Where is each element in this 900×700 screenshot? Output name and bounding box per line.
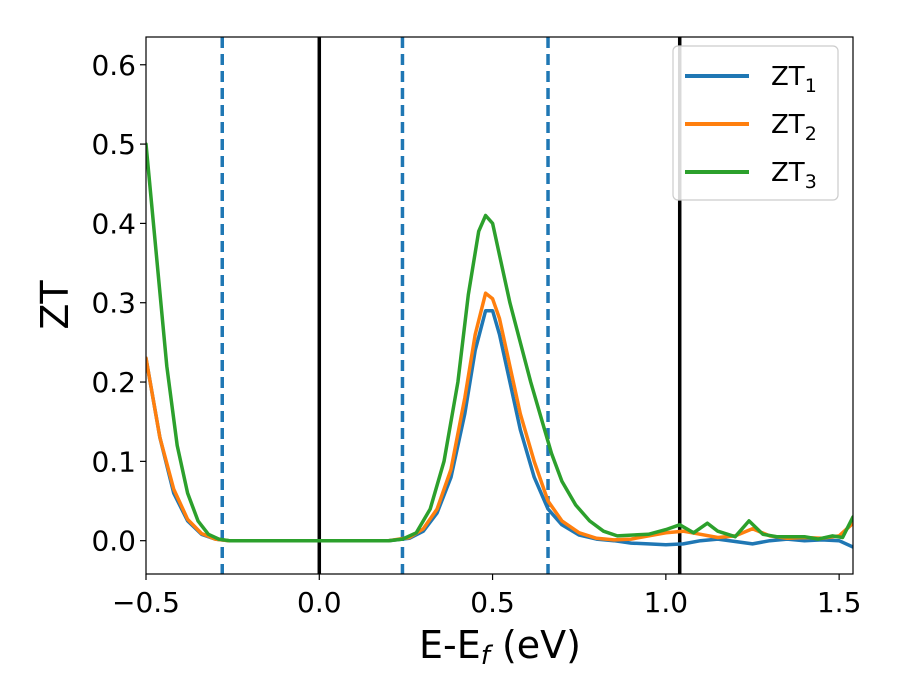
y-tick-label: 0.5 [91,128,136,161]
y-tick-label: 0.3 [91,287,136,320]
x-tick-label: 1.0 [644,586,689,619]
y-tick-label: 0.4 [91,207,136,240]
y-tick-label: 0.6 [91,49,136,82]
x-tick-label: 1.5 [817,586,862,619]
y-tick-label: 0.2 [91,366,136,399]
axes: −0.5 0.0 0.5 1.0 1.5 0.0 0.1 0.2 0.3 0.4 0.5 0.6 [91,36,862,619]
y-tick-label: 0.1 [91,445,136,478]
plot-area [146,37,853,574]
legend-label-zt1: ZT1 [771,62,817,97]
legend: ZT1 ZT2 ZT3 [672,45,839,201]
legend-label-zt3: ZT3 [771,158,817,193]
legend-label-zt2: ZT2 [771,110,817,145]
x-tick-label: 0.0 [297,586,342,619]
x-tick-label: 0.5 [470,586,515,619]
x-axis-title-unit: (eV) [490,623,581,667]
y-tick-label: 0.0 [91,525,136,558]
series-group [146,142,853,549]
axes-frame [145,36,854,575]
x-axis-title: E-Ef (eV) [419,623,581,671]
x-axis-title-main: E-E [419,623,481,667]
legend-box [672,45,839,201]
y-axis-title: ZT [33,280,77,330]
series-line-zt3 [146,142,853,543]
x-tick-label: −0.5 [112,586,180,619]
